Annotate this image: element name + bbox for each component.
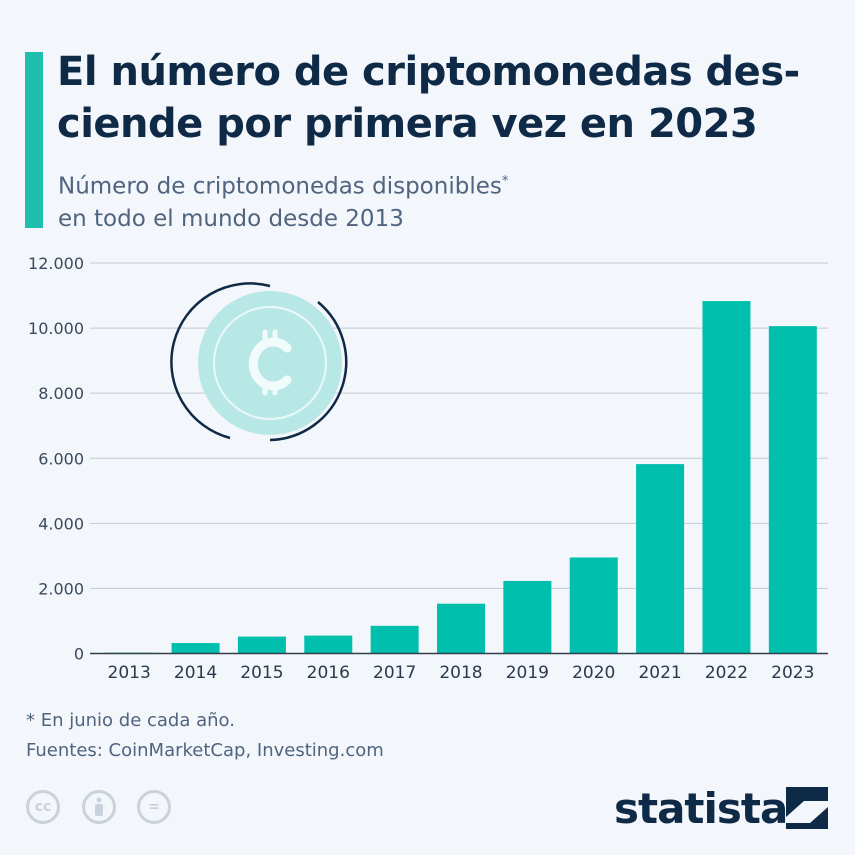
footnote-note: * En junio de cada año. xyxy=(26,710,235,731)
x-tick-label: 2023 xyxy=(771,663,814,683)
y-tick-label: 2.000 xyxy=(38,579,84,598)
y-tick-label: 6.000 xyxy=(38,449,84,468)
y-tick-label: 10.000 xyxy=(28,319,84,338)
no-derivatives-icon[interactable]: = xyxy=(137,790,171,824)
bar-2021[interactable] xyxy=(636,464,685,654)
bar-2015[interactable] xyxy=(237,636,286,654)
x-tick-label: 2013 xyxy=(108,663,151,683)
footnote-sources: Fuentes: CoinMarketCap, Investing.com xyxy=(26,740,384,761)
bar-2022[interactable] xyxy=(702,301,751,654)
bar-2023[interactable] xyxy=(768,326,817,654)
bar-2020[interactable] xyxy=(569,557,618,654)
bar-2014[interactable] xyxy=(171,643,220,654)
x-tick-label: 2014 xyxy=(174,663,217,683)
y-tick-label: 4.000 xyxy=(38,514,84,533)
x-tick-label: 2016 xyxy=(307,663,350,683)
x-tick-label: 2015 xyxy=(240,663,283,683)
accent-bar xyxy=(25,52,43,228)
footnote: * En junio de cada año. Fuentes: CoinMar… xyxy=(26,706,384,766)
cc-license-icon[interactable]: cc xyxy=(26,790,60,824)
y-tick-label: 8.000 xyxy=(38,384,84,403)
bar-2019[interactable] xyxy=(503,580,552,654)
bar-2018[interactable] xyxy=(437,603,485,654)
y-tick-label: 12.000 xyxy=(28,254,84,273)
x-tick-label: 2021 xyxy=(638,663,681,683)
bar-2017[interactable] xyxy=(370,625,419,654)
coin-icon xyxy=(170,282,348,442)
x-tick-label: 2017 xyxy=(373,663,416,683)
chart-title: El número de criptomonedas des-ciende po… xyxy=(57,49,800,147)
y-tick-label: 0 xyxy=(74,645,84,664)
attribution-icon[interactable] xyxy=(82,790,116,824)
x-tick-label: 2018 xyxy=(439,663,482,683)
bar-2016[interactable] xyxy=(304,635,353,654)
subtitle-line-1: Número de criptomonedas disponibles xyxy=(58,173,502,200)
subtitle-line-2: en todo el mundo desde 2013 xyxy=(58,205,404,232)
statista-logo[interactable]: statista xyxy=(614,784,788,833)
person-icon xyxy=(95,797,103,816)
x-tick-label: 2019 xyxy=(506,663,549,683)
subtitle-footnote-mark: * xyxy=(501,174,509,189)
x-tick-label: 2022 xyxy=(705,663,748,683)
statista-logo-mark-icon xyxy=(786,787,828,829)
chart-subtitle: Número de criptomonedas disponibles* en … xyxy=(58,166,508,235)
bar-chart: 0 2.000 4.000 6.000 8.000 10.000 12.000 2013 20… xyxy=(28,254,828,683)
x-tick-label: 2020 xyxy=(572,663,615,683)
